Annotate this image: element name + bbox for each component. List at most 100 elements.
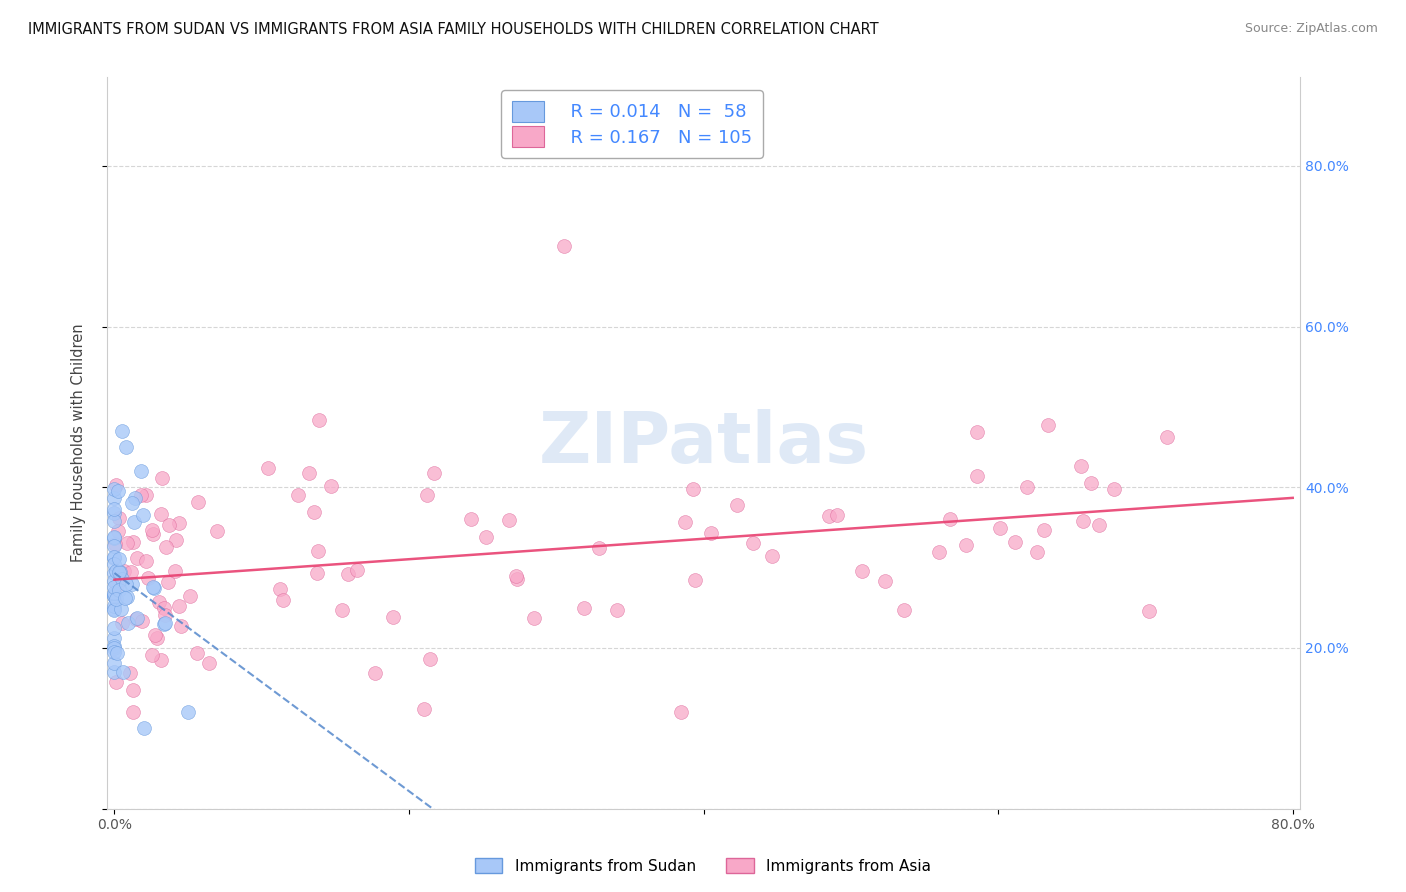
Point bbox=[131, 488, 153, 502]
Point bbox=[319, 479, 342, 493]
Point bbox=[117, 591, 139, 605]
Point bbox=[103, 621, 125, 635]
Point bbox=[103, 590, 125, 604]
Point bbox=[107, 484, 129, 499]
Point bbox=[505, 569, 527, 583]
Point bbox=[1026, 545, 1049, 559]
Point bbox=[103, 580, 125, 594]
Point bbox=[121, 577, 143, 591]
Point bbox=[143, 628, 166, 642]
Point bbox=[108, 566, 131, 580]
Point bbox=[153, 616, 176, 631]
Point bbox=[110, 602, 132, 616]
Point bbox=[150, 470, 173, 484]
Point bbox=[105, 591, 128, 606]
Point bbox=[157, 518, 180, 533]
Point bbox=[103, 530, 125, 544]
Point bbox=[307, 566, 329, 580]
Point bbox=[685, 574, 707, 588]
Point bbox=[474, 530, 496, 544]
Point bbox=[308, 413, 330, 427]
Point bbox=[148, 594, 170, 608]
Text: Source: ZipAtlas.com: Source: ZipAtlas.com bbox=[1244, 22, 1378, 36]
Point bbox=[132, 508, 155, 523]
Point bbox=[108, 583, 131, 598]
Point bbox=[103, 639, 125, 653]
Point bbox=[135, 554, 157, 568]
Point bbox=[103, 665, 125, 679]
Point bbox=[122, 534, 145, 549]
Point bbox=[167, 599, 190, 614]
Point bbox=[111, 665, 134, 679]
Point bbox=[988, 521, 1011, 535]
Point bbox=[103, 531, 125, 545]
Text: ZIPatlas: ZIPatlas bbox=[538, 409, 869, 477]
Point bbox=[302, 505, 325, 519]
Y-axis label: Family Households with Children: Family Households with Children bbox=[72, 324, 86, 562]
Point bbox=[1032, 523, 1054, 537]
Point bbox=[103, 549, 125, 564]
Point bbox=[412, 702, 434, 716]
Point bbox=[103, 574, 125, 589]
Point bbox=[105, 675, 128, 690]
Point bbox=[105, 564, 128, 578]
Text: IMMIGRANTS FROM SUDAN VS IMMIGRANTS FROM ASIA FAMILY HOUSEHOLDS WITH CHILDREN CO: IMMIGRANTS FROM SUDAN VS IMMIGRANTS FROM… bbox=[28, 22, 879, 37]
Point bbox=[336, 566, 359, 581]
Point bbox=[271, 593, 294, 607]
Point bbox=[1036, 418, 1059, 433]
Point bbox=[198, 656, 221, 670]
Point bbox=[606, 603, 628, 617]
Point bbox=[156, 575, 179, 590]
Point bbox=[150, 507, 173, 521]
Point bbox=[1070, 458, 1092, 473]
Point bbox=[155, 540, 177, 554]
Point bbox=[105, 578, 128, 592]
Point bbox=[103, 656, 125, 670]
Point bbox=[415, 488, 437, 502]
Point bbox=[124, 491, 146, 505]
Point bbox=[827, 508, 849, 523]
Point bbox=[112, 564, 135, 578]
Point bbox=[103, 501, 125, 516]
Point bbox=[346, 563, 368, 577]
Point bbox=[103, 539, 125, 553]
Point bbox=[1071, 514, 1094, 528]
Point bbox=[167, 516, 190, 531]
Point bbox=[1156, 429, 1178, 443]
Point bbox=[1137, 603, 1160, 617]
Point bbox=[893, 603, 915, 617]
Point bbox=[307, 544, 329, 558]
Point bbox=[111, 572, 134, 586]
Point bbox=[287, 488, 309, 502]
Point bbox=[145, 632, 167, 646]
Point bbox=[103, 599, 125, 614]
Point bbox=[153, 615, 176, 630]
Point bbox=[107, 646, 129, 660]
Point bbox=[1004, 534, 1026, 549]
Point bbox=[104, 478, 127, 492]
Point bbox=[103, 645, 125, 659]
Point bbox=[423, 466, 446, 480]
Point bbox=[553, 239, 575, 253]
Point bbox=[141, 524, 163, 538]
Point bbox=[966, 425, 988, 439]
Point bbox=[419, 651, 441, 665]
Point bbox=[117, 536, 139, 550]
Point bbox=[673, 515, 696, 529]
Point bbox=[141, 648, 163, 662]
Point bbox=[125, 612, 148, 626]
Point bbox=[588, 541, 610, 555]
Point bbox=[1080, 475, 1102, 490]
Point bbox=[153, 601, 176, 615]
Point bbox=[108, 565, 131, 579]
Point bbox=[818, 509, 841, 524]
Point bbox=[875, 574, 897, 588]
Point bbox=[460, 512, 482, 526]
Point bbox=[115, 440, 138, 454]
Point bbox=[103, 506, 125, 520]
Point bbox=[955, 538, 977, 552]
Point bbox=[506, 572, 529, 586]
Point bbox=[127, 551, 149, 566]
Point bbox=[682, 482, 704, 496]
Point bbox=[114, 591, 136, 606]
